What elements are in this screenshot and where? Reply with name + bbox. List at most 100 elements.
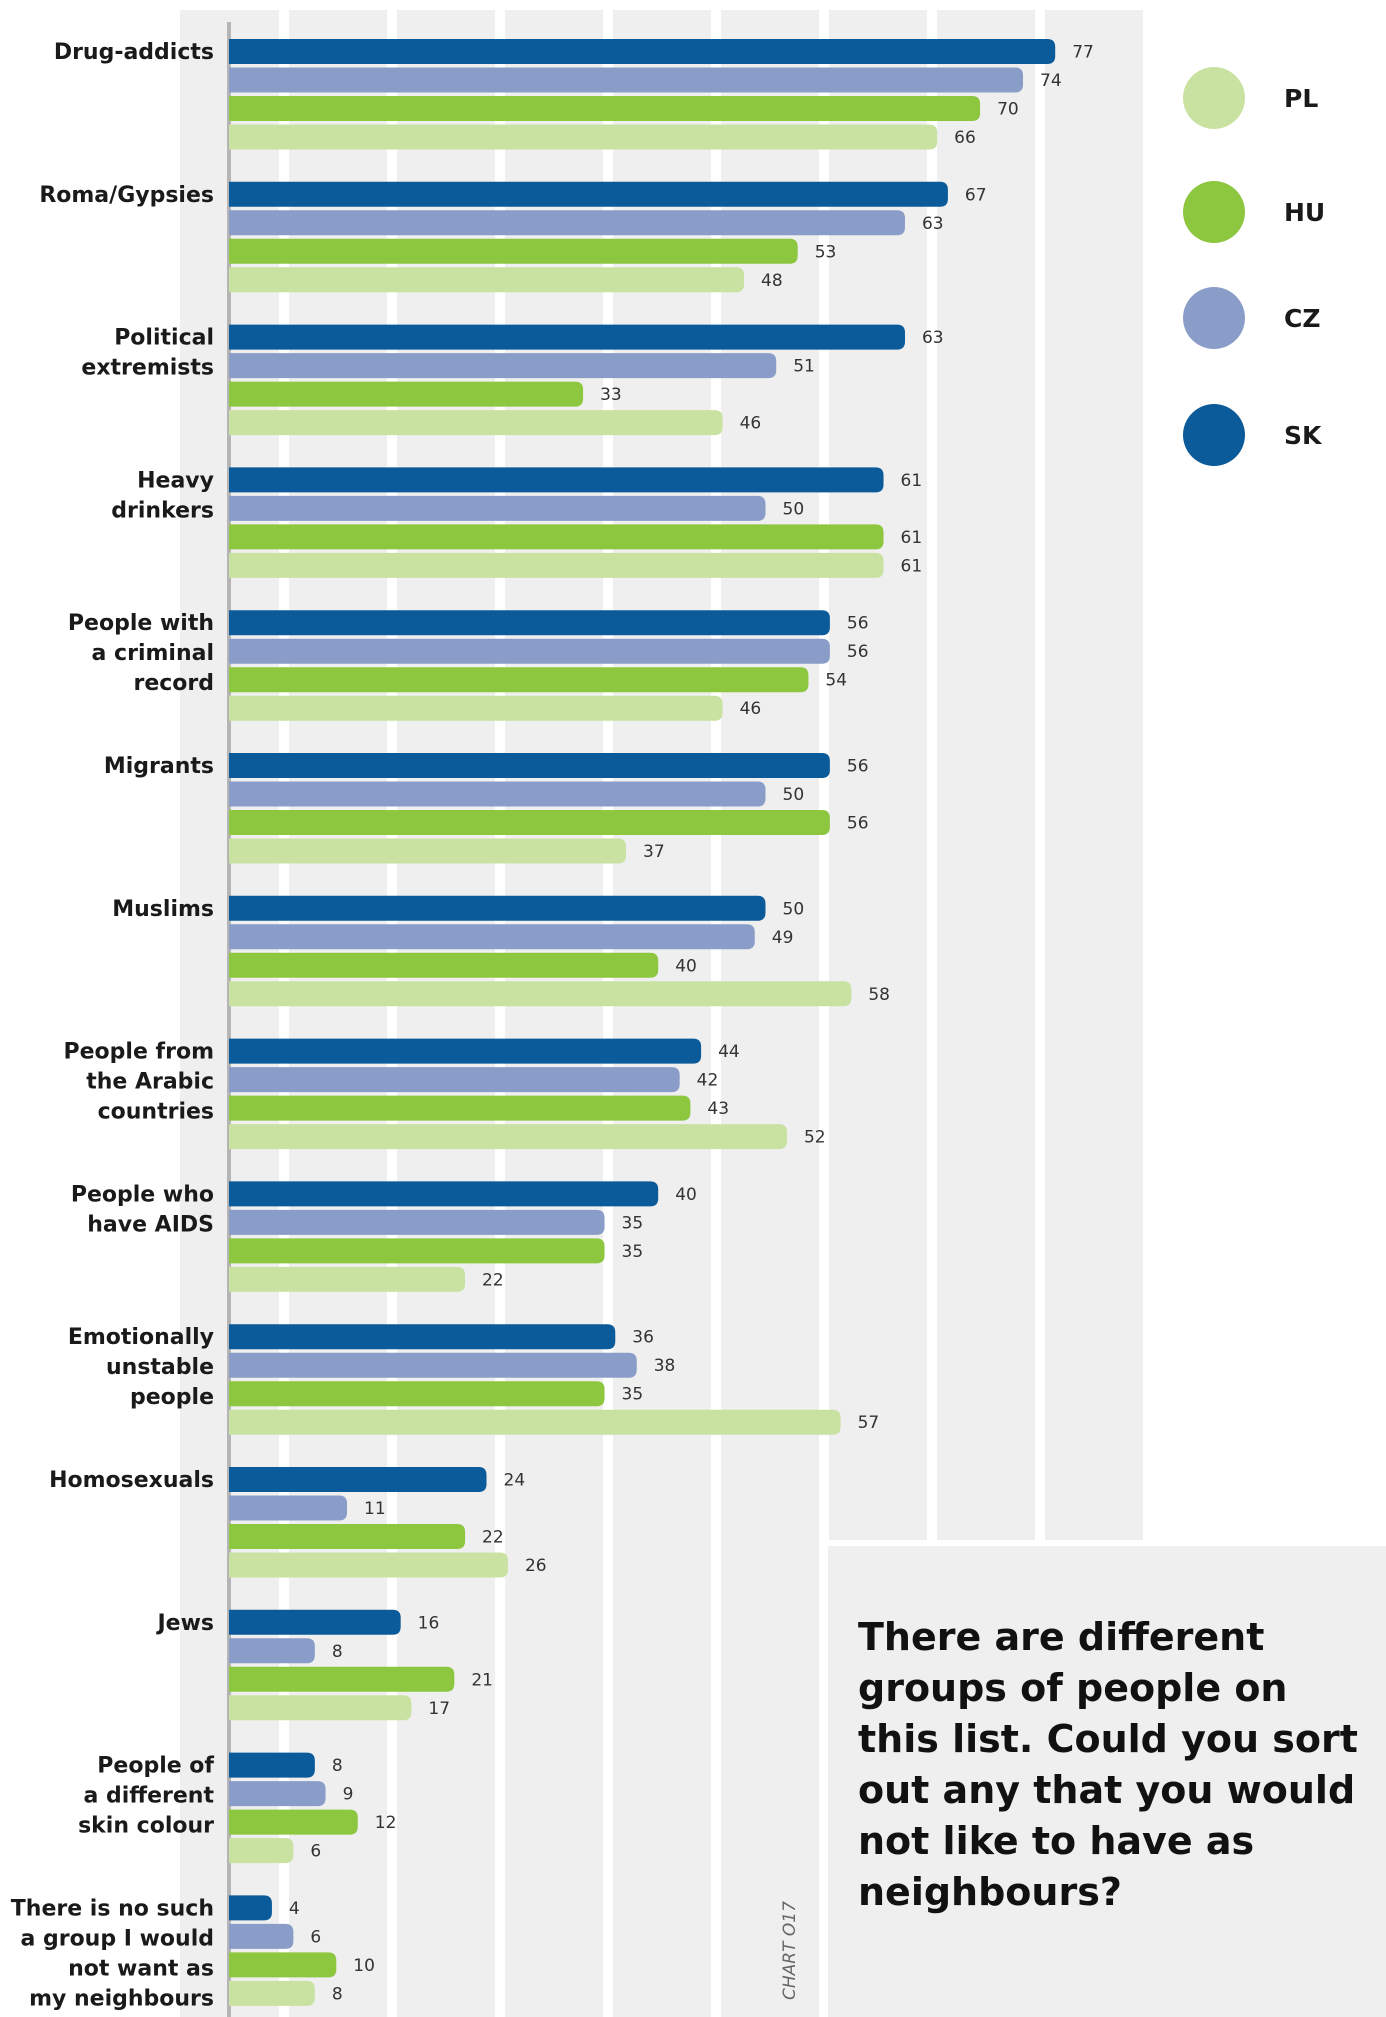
legend-label-hu: HU — [1284, 198, 1325, 227]
value-label: 56 — [847, 642, 869, 662]
legend-swatch-pl — [1183, 67, 1245, 129]
category-label: Migrants — [104, 754, 214, 779]
bar-sk — [229, 1467, 487, 1492]
value-label: 67 — [965, 185, 987, 205]
bar-sk — [229, 324, 905, 350]
bar-hu — [229, 1809, 358, 1835]
value-label: 53 — [815, 242, 837, 262]
value-label: 21 — [471, 1670, 493, 1690]
question-box: There are different groups of people on … — [828, 1546, 1386, 2017]
bar-hu — [229, 1095, 691, 1121]
bar-sk — [229, 1752, 315, 1778]
value-label: 70 — [997, 100, 1019, 120]
value-label: 61 — [901, 528, 923, 548]
bar-sk — [229, 1895, 272, 1921]
bar-cz — [229, 1923, 294, 1949]
legend-label-pl: PL — [1284, 84, 1318, 113]
value-label: 12 — [375, 1813, 397, 1833]
value-label: 51 — [793, 357, 815, 377]
value-label: 11 — [364, 1499, 386, 1519]
bar-hu — [229, 1381, 605, 1407]
value-label: 56 — [847, 757, 869, 777]
legend-swatch-hu — [1183, 181, 1245, 243]
bar-hu — [229, 1238, 605, 1264]
value-label: 37 — [643, 842, 665, 862]
value-label: 56 — [847, 814, 869, 834]
value-label: 8 — [332, 1756, 343, 1776]
value-label: 63 — [922, 214, 944, 234]
value-label: 35 — [622, 1385, 644, 1405]
value-label: 4 — [289, 1899, 300, 1919]
value-label: 16 — [418, 1613, 440, 1633]
value-label: 50 — [783, 499, 805, 519]
value-label: 38 — [654, 1356, 676, 1376]
value-label: 8 — [332, 1984, 343, 2004]
bar-pl — [229, 1695, 412, 1721]
value-label: 49 — [772, 928, 794, 948]
bar-hu — [229, 1666, 455, 1692]
bar-cz — [229, 781, 766, 807]
value-label: 56 — [847, 614, 869, 634]
bar-pl — [229, 1409, 841, 1435]
bar-cz — [229, 495, 766, 521]
bar-sk — [229, 467, 884, 493]
value-label: 58 — [868, 985, 890, 1005]
value-label: 61 — [901, 556, 923, 576]
value-label: 46 — [740, 414, 762, 434]
bar-hu — [229, 810, 830, 835]
value-label: 77 — [1072, 43, 1094, 63]
legend-swatch-cz — [1183, 287, 1245, 349]
bar-pl — [229, 695, 723, 721]
legend-label-sk: SK — [1284, 421, 1323, 450]
value-label: 50 — [783, 785, 805, 805]
bar-pl — [229, 124, 938, 150]
value-label: 6 — [310, 1842, 321, 1862]
bar-cz — [229, 1352, 637, 1378]
value-label: 57 — [858, 1413, 880, 1433]
bar-cz — [229, 1781, 326, 1807]
bar-sk — [229, 610, 830, 636]
value-label: 43 — [707, 1099, 729, 1119]
bar-hu — [229, 524, 884, 550]
bar-pl — [229, 267, 745, 293]
value-label: 10 — [353, 1956, 375, 1976]
category-labels-group: Drug-addicts Roma/Gypsies Political extremi… — [11, 40, 215, 2011]
category-label: Homosexuals — [49, 1468, 214, 1493]
legend-swatch-sk — [1183, 404, 1245, 466]
chart-id-label: CHART O17 — [780, 1901, 800, 2000]
bar-sk — [229, 1324, 616, 1350]
bar-sk — [229, 753, 830, 778]
bars-group — [229, 39, 1056, 2006]
bar-hu — [229, 1524, 466, 1549]
bar-pl — [229, 1266, 466, 1292]
value-label: 40 — [675, 1185, 697, 1205]
value-label: 9 — [343, 1785, 354, 1805]
value-label: 42 — [697, 1071, 719, 1091]
value-label: 66 — [954, 128, 976, 148]
question-text: There are different groups of people on … — [858, 1615, 1358, 1914]
grid-column — [505, 1540, 603, 2017]
value-label: 33 — [600, 385, 622, 405]
bar-sk — [229, 1609, 401, 1635]
category-label: Jews — [155, 1611, 214, 1636]
value-label: 50 — [783, 899, 805, 919]
value-label: 26 — [525, 1556, 547, 1576]
value-label: 35 — [622, 1242, 644, 1262]
bar-hu — [229, 952, 659, 978]
value-label: 35 — [622, 1213, 644, 1233]
value-labels-group: 7774706667635348635133466150616156565446… — [289, 43, 1094, 2005]
bar-hu — [229, 381, 584, 407]
category-label: Emotionally unstable people — [68, 1325, 214, 1410]
category-label: People of a different skin colour — [78, 1754, 214, 1839]
grid-column — [1045, 10, 1143, 1540]
bar-cz — [229, 210, 905, 236]
category-label: Drug-addicts — [54, 40, 214, 65]
bar-cz — [229, 67, 1024, 93]
bar-cz — [229, 638, 830, 664]
value-label: 63 — [922, 328, 944, 348]
grid-column — [721, 1540, 819, 2017]
bar-sk — [229, 895, 766, 921]
category-label: People who have AIDS — [71, 1182, 214, 1237]
bar-cz — [229, 924, 755, 950]
value-label: 40 — [675, 956, 697, 976]
